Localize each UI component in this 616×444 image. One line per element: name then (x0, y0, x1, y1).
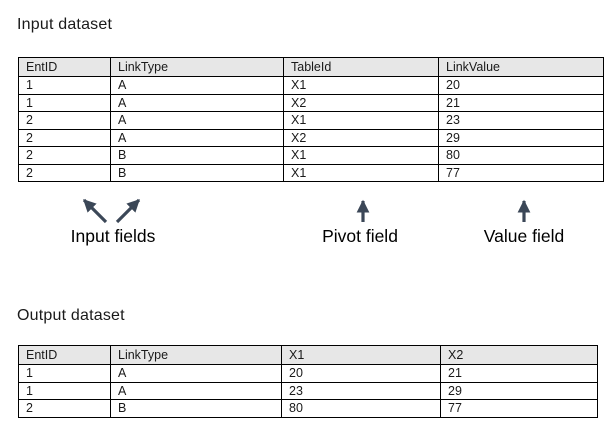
table-cell: A (110, 364, 282, 383)
input-dataset-table: EntID LinkType TableId LinkValue 1 A X1 20 1 A X2 2… (18, 57, 604, 182)
input-fields-arrow-right (115, 198, 141, 224)
table-cell: 21 (438, 93, 604, 112)
input-fields-arrow-left (82, 198, 108, 224)
column-header: LinkType (110, 345, 282, 365)
table-row: 2 A X2 29 (18, 128, 604, 147)
table-cell: 2 (18, 146, 111, 165)
table-cell: A (110, 128, 284, 147)
table-cell: 23 (438, 111, 604, 130)
table-cell: A (110, 111, 284, 130)
table-row: 2 A X1 23 (18, 111, 604, 130)
table-cell: 80 (438, 146, 604, 165)
table-cell: X1 (283, 163, 439, 182)
table-cell: 1 (18, 364, 111, 383)
table-cell: 1 (18, 381, 111, 400)
column-header: EntID (18, 57, 111, 77)
table-cell: 2 (18, 128, 111, 147)
input-fields-label: Input fields (70, 226, 156, 246)
table-cell: 2 (18, 163, 111, 182)
table-cell: A (110, 381, 282, 400)
table-row: 1 A X2 21 (18, 93, 604, 112)
column-header: LinkType (110, 57, 284, 77)
table-row: 2 B X1 77 (18, 163, 604, 182)
column-header: LinkValue (438, 57, 604, 77)
table-cell: B (110, 399, 282, 418)
table-cell: 29 (438, 128, 604, 147)
header-row: EntID LinkType X1 X2 (18, 345, 598, 365)
table-cell: 2 (18, 111, 111, 130)
table-cell: X1 (283, 146, 439, 165)
table-cell: A (110, 76, 284, 95)
header-row: EntID LinkType TableId LinkValue (18, 57, 604, 77)
table-row: 2 B X1 80 (18, 146, 604, 165)
table-cell: A (110, 93, 284, 112)
table-cell: 77 (440, 399, 598, 418)
input-dataset-title: Input dataset (17, 16, 113, 33)
table-cell: 2 (18, 399, 111, 418)
table-cell: 77 (438, 163, 604, 182)
table-row: 1 A X1 20 (18, 76, 604, 95)
table-cell: 80 (281, 399, 441, 418)
annotation-arrows (82, 198, 531, 224)
table-row: 2 B 80 77 (18, 399, 598, 418)
column-header: X2 (440, 345, 598, 365)
table-cell: 1 (18, 76, 111, 95)
table-cell: B (110, 163, 284, 182)
table-cell: B (110, 146, 284, 165)
table-cell: 23 (281, 381, 441, 400)
table-cell: 20 (438, 76, 604, 95)
output-dataset-title: Output dataset (17, 307, 125, 324)
table-cell: 29 (440, 381, 598, 400)
table-cell: X1 (283, 111, 439, 130)
column-header: TableId (283, 57, 439, 77)
table-cell: 1 (18, 93, 111, 112)
table-cell: 20 (281, 364, 441, 383)
column-header: X1 (281, 345, 441, 365)
value-field-label: Value field (483, 226, 565, 246)
output-dataset-table: EntID LinkType X1 X2 1 A 20 21 1 A 23 29 2 B 80 77 (18, 345, 598, 418)
table-cell: X1 (283, 76, 439, 95)
column-header: EntID (18, 345, 111, 365)
table-cell: X2 (283, 93, 439, 112)
table-cell: X2 (283, 128, 439, 147)
pivot-field-label: Pivot field (322, 226, 398, 246)
table-cell: 21 (440, 364, 598, 383)
table-row: 1 A 23 29 (18, 381, 598, 400)
table-row: 1 A 20 21 (18, 364, 598, 383)
